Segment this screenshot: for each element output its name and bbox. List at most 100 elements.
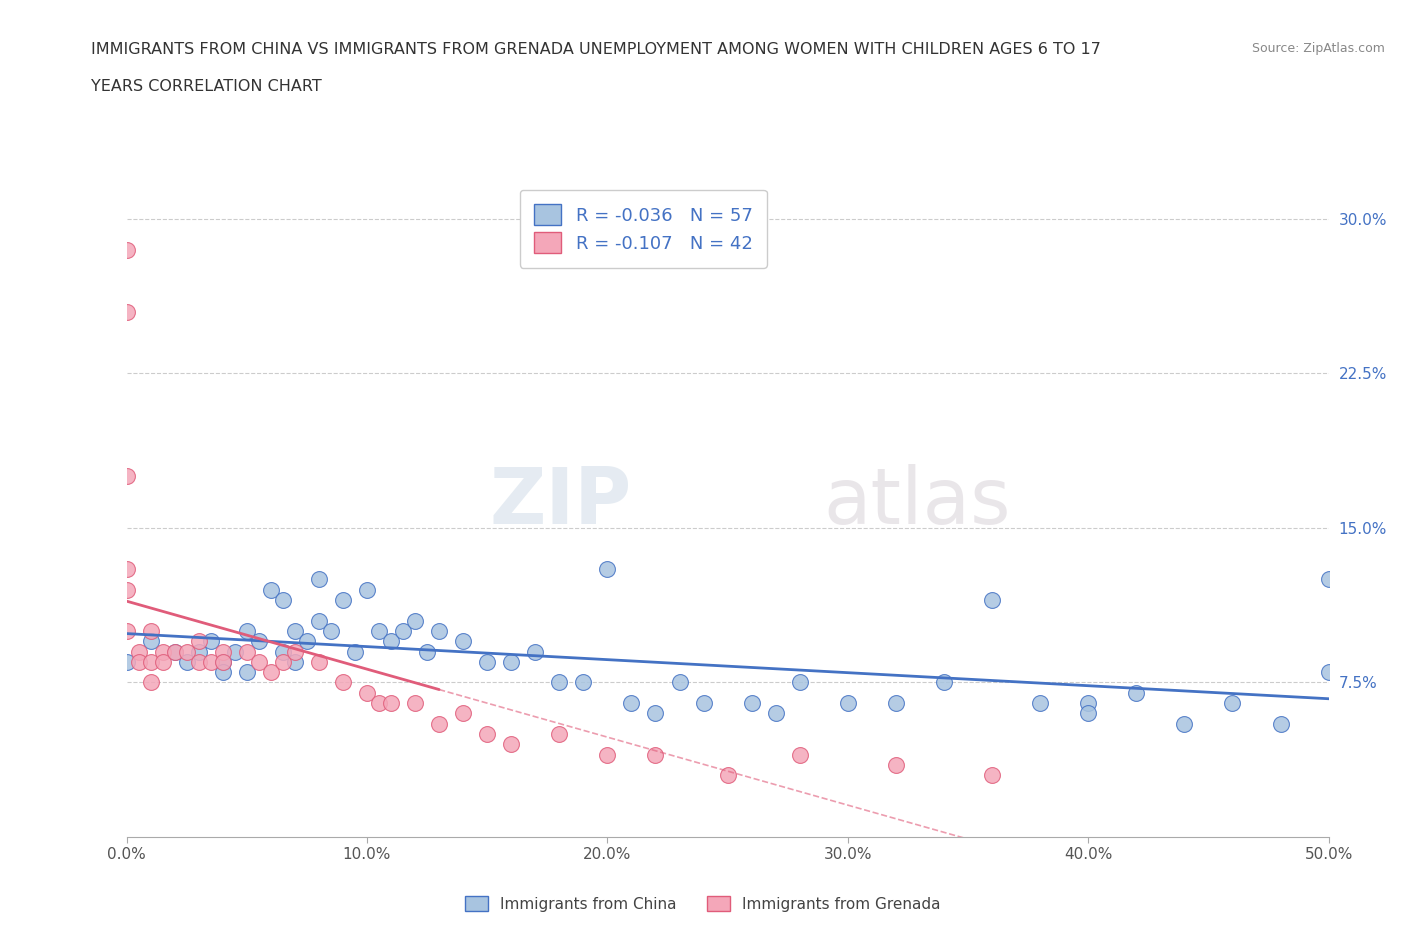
Point (308, 613, 330, 628)
Point (235, 644, 259, 659)
Point (1125, 685, 1147, 700)
Text: IMMIGRANTS FROM CHINA VS IMMIGRANTS FROM GRENADA UNEMPLOYMENT AMONG WOMEN WITH C: IMMIGRANTS FROM CHINA VS IMMIGRANTS FROM… (91, 42, 1101, 57)
Point (548, 726, 571, 741)
Point (308, 655, 330, 670)
Point (152, 655, 174, 670)
Point (356, 582, 378, 597)
Point (295, 634, 318, 649)
Point (271, 644, 294, 659)
Point (356, 685, 378, 700)
Point (211, 655, 233, 670)
Point (427, 623, 450, 638)
Point (380, 634, 402, 649)
Point (284, 644, 307, 659)
Point (501, 655, 523, 670)
Point (524, 644, 547, 659)
Point (1317, 572, 1340, 587)
Point (211, 665, 233, 680)
Point (284, 655, 307, 670)
Point (152, 644, 174, 659)
Point (271, 655, 294, 670)
Point (260, 582, 283, 597)
Point (235, 623, 259, 638)
Point (451, 706, 474, 721)
Text: YEARS CORRELATION CHART: YEARS CORRELATION CHART (91, 79, 322, 94)
Point (668, 675, 690, 690)
Point (176, 644, 198, 659)
Point (187, 634, 209, 649)
Point (200, 634, 222, 649)
Point (211, 655, 233, 670)
Point (475, 726, 498, 741)
Point (139, 675, 162, 690)
Point (789, 747, 811, 762)
Point (211, 644, 233, 659)
Point (187, 644, 209, 659)
Point (163, 644, 186, 659)
Point (308, 572, 330, 587)
Point (427, 716, 450, 731)
Point (692, 696, 714, 711)
Point (451, 634, 474, 649)
Point (247, 634, 270, 649)
Point (200, 655, 222, 670)
Point (115, 304, 138, 319)
Point (789, 675, 811, 690)
Point (332, 592, 354, 607)
Point (644, 706, 666, 721)
Point (115, 582, 138, 597)
Point (224, 644, 246, 659)
Point (981, 768, 1004, 783)
Point (235, 665, 259, 680)
Point (343, 644, 366, 659)
Point (884, 757, 907, 772)
Point (501, 737, 523, 751)
Legend: Immigrants from China, Immigrants from Grenada: Immigrants from China, Immigrants from G… (458, 889, 948, 918)
Point (1222, 696, 1244, 711)
Point (716, 768, 740, 783)
Point (128, 644, 150, 659)
Point (620, 696, 643, 711)
Point (765, 706, 787, 721)
Point (416, 644, 439, 659)
Point (332, 675, 354, 690)
Point (404, 613, 426, 628)
Point (247, 655, 270, 670)
Point (1077, 696, 1099, 711)
Point (596, 747, 619, 762)
Point (596, 562, 619, 577)
Point (837, 696, 859, 711)
Point (932, 675, 955, 690)
Point (128, 655, 150, 670)
Point (1029, 696, 1052, 711)
Point (1270, 716, 1292, 731)
Point (981, 592, 1004, 607)
Point (139, 623, 162, 638)
Point (475, 655, 498, 670)
Point (187, 655, 209, 670)
Point (368, 623, 391, 638)
Point (1077, 706, 1099, 721)
Point (368, 696, 391, 711)
Text: ZIP: ZIP (489, 464, 631, 540)
Legend: R = -0.036   N = 57, R = -0.107   N = 42: R = -0.036 N = 57, R = -0.107 N = 42 (520, 190, 768, 268)
Text: atlas: atlas (824, 464, 1011, 540)
Point (572, 675, 595, 690)
Point (284, 623, 307, 638)
Point (139, 655, 162, 670)
Point (1317, 665, 1340, 680)
Point (271, 592, 294, 607)
Point (115, 243, 138, 258)
Point (404, 696, 426, 711)
Point (115, 655, 138, 670)
Point (319, 623, 342, 638)
Point (392, 623, 415, 638)
Text: Source: ZipAtlas.com: Source: ZipAtlas.com (1251, 42, 1385, 55)
Point (380, 696, 402, 711)
Point (884, 696, 907, 711)
Point (260, 665, 283, 680)
Point (741, 696, 763, 711)
Point (548, 675, 571, 690)
Point (176, 655, 198, 670)
Point (1173, 716, 1195, 731)
